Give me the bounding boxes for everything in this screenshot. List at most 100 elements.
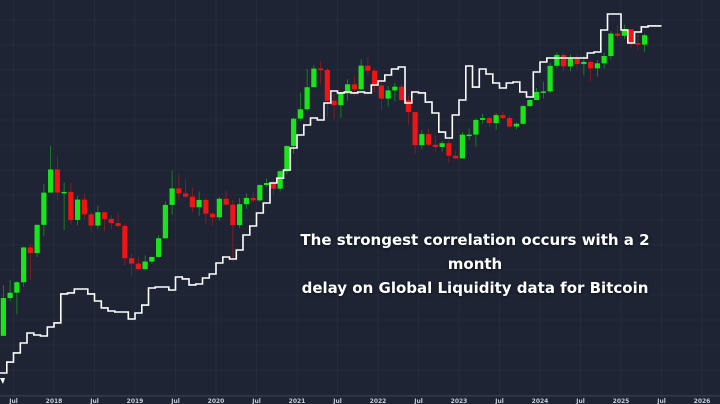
x-tick-label: 2025 [613, 398, 630, 404]
candle-body [156, 238, 162, 257]
candle-body [169, 188, 175, 205]
candle-body [520, 106, 526, 124]
candle-body [567, 58, 573, 67]
candle-body [473, 119, 479, 135]
candle-body [446, 143, 452, 156]
candle-body [601, 56, 607, 64]
liquidity-line [0, 13, 662, 374]
candle-body [270, 183, 276, 189]
candle-body [304, 87, 310, 110]
candle-body [7, 292, 13, 299]
candle-body [21, 247, 27, 283]
candle-body [142, 261, 148, 270]
candle-body [223, 198, 229, 205]
candle-body [203, 199, 209, 214]
x-tick-label: 2023 [451, 398, 468, 404]
candle-body [412, 112, 418, 146]
candle-body [540, 91, 546, 93]
candle-body [250, 197, 256, 201]
candle-body [162, 204, 168, 239]
candle-body [534, 91, 540, 101]
candle-body [324, 69, 330, 101]
x-tick-label: Jul [494, 398, 504, 404]
x-tick-label: Jul [656, 398, 666, 404]
candle-body [561, 54, 567, 67]
x-tick-label: 2026 [694, 398, 711, 404]
candle-body [243, 197, 249, 205]
candle-body [41, 192, 47, 225]
candle-body [378, 85, 384, 99]
candle-body [642, 35, 648, 45]
candle-body [345, 84, 351, 94]
candle-body [486, 118, 492, 124]
candle-body [480, 118, 486, 120]
candle-body [621, 29, 627, 36]
tradingview-logo [0, 378, 5, 384]
candle-body [554, 54, 560, 66]
candle-body [331, 100, 337, 106]
candle-body [635, 43, 641, 45]
candle-body [513, 123, 519, 127]
candle-body [277, 171, 283, 189]
candle-body [507, 118, 513, 127]
candle-body [189, 196, 195, 208]
candle-body [108, 218, 114, 224]
candle-body [216, 198, 222, 218]
x-tick-label: Jul [170, 398, 180, 404]
candle-body [34, 224, 40, 254]
candle-body [615, 33, 621, 36]
candle-body [419, 134, 425, 146]
candle-body [257, 185, 263, 201]
candle-body [48, 169, 54, 193]
candle-body [102, 212, 108, 219]
x-tick-label: 2018 [46, 398, 63, 404]
x-tick-label: Jul [8, 398, 18, 404]
candle-body [81, 199, 87, 215]
candle-body [574, 58, 580, 65]
candle-body [284, 146, 290, 172]
x-tick-label: Jul [332, 398, 342, 404]
candle-body [365, 65, 371, 71]
candle-body [149, 256, 155, 262]
candle-body [527, 100, 533, 107]
candle-body [493, 115, 499, 124]
candle-body [0, 298, 6, 336]
candle-body [318, 68, 324, 71]
candle-body [61, 191, 67, 194]
candle-body [196, 199, 202, 208]
candles [0, 24, 648, 336]
candle-body [453, 155, 459, 159]
x-tick-label: 2020 [208, 398, 225, 404]
candle-body [547, 65, 553, 92]
candle-body [311, 68, 317, 88]
candle-body [264, 183, 270, 186]
x-tick-label: 2021 [289, 398, 306, 404]
candle-body [466, 134, 472, 137]
candle-body [237, 204, 243, 226]
candle-body [230, 204, 236, 226]
candle-body [122, 225, 128, 259]
x-tick-label: Jul [89, 398, 99, 404]
candle-body [88, 214, 94, 226]
candle-body [176, 188, 182, 194]
candle-body [14, 282, 20, 293]
x-tick-label: 2024 [532, 398, 549, 404]
candle-body [399, 86, 405, 101]
candle-body [291, 118, 297, 147]
candle-body [500, 115, 506, 119]
candle-body [183, 193, 189, 197]
candle-body [210, 213, 216, 218]
candle-body [129, 258, 135, 264]
candle-body [358, 65, 364, 90]
candle-body [426, 134, 432, 145]
candle-body [135, 263, 141, 270]
caption-line-1: The strongest correlation occurs with a … [300, 231, 650, 273]
candle-body [27, 247, 33, 254]
x-tick-label: Jul [413, 398, 423, 404]
candle-body [385, 90, 391, 99]
candle-body [439, 143, 445, 147]
candle-body [459, 134, 465, 159]
x-tick-label: 2019 [127, 398, 144, 404]
